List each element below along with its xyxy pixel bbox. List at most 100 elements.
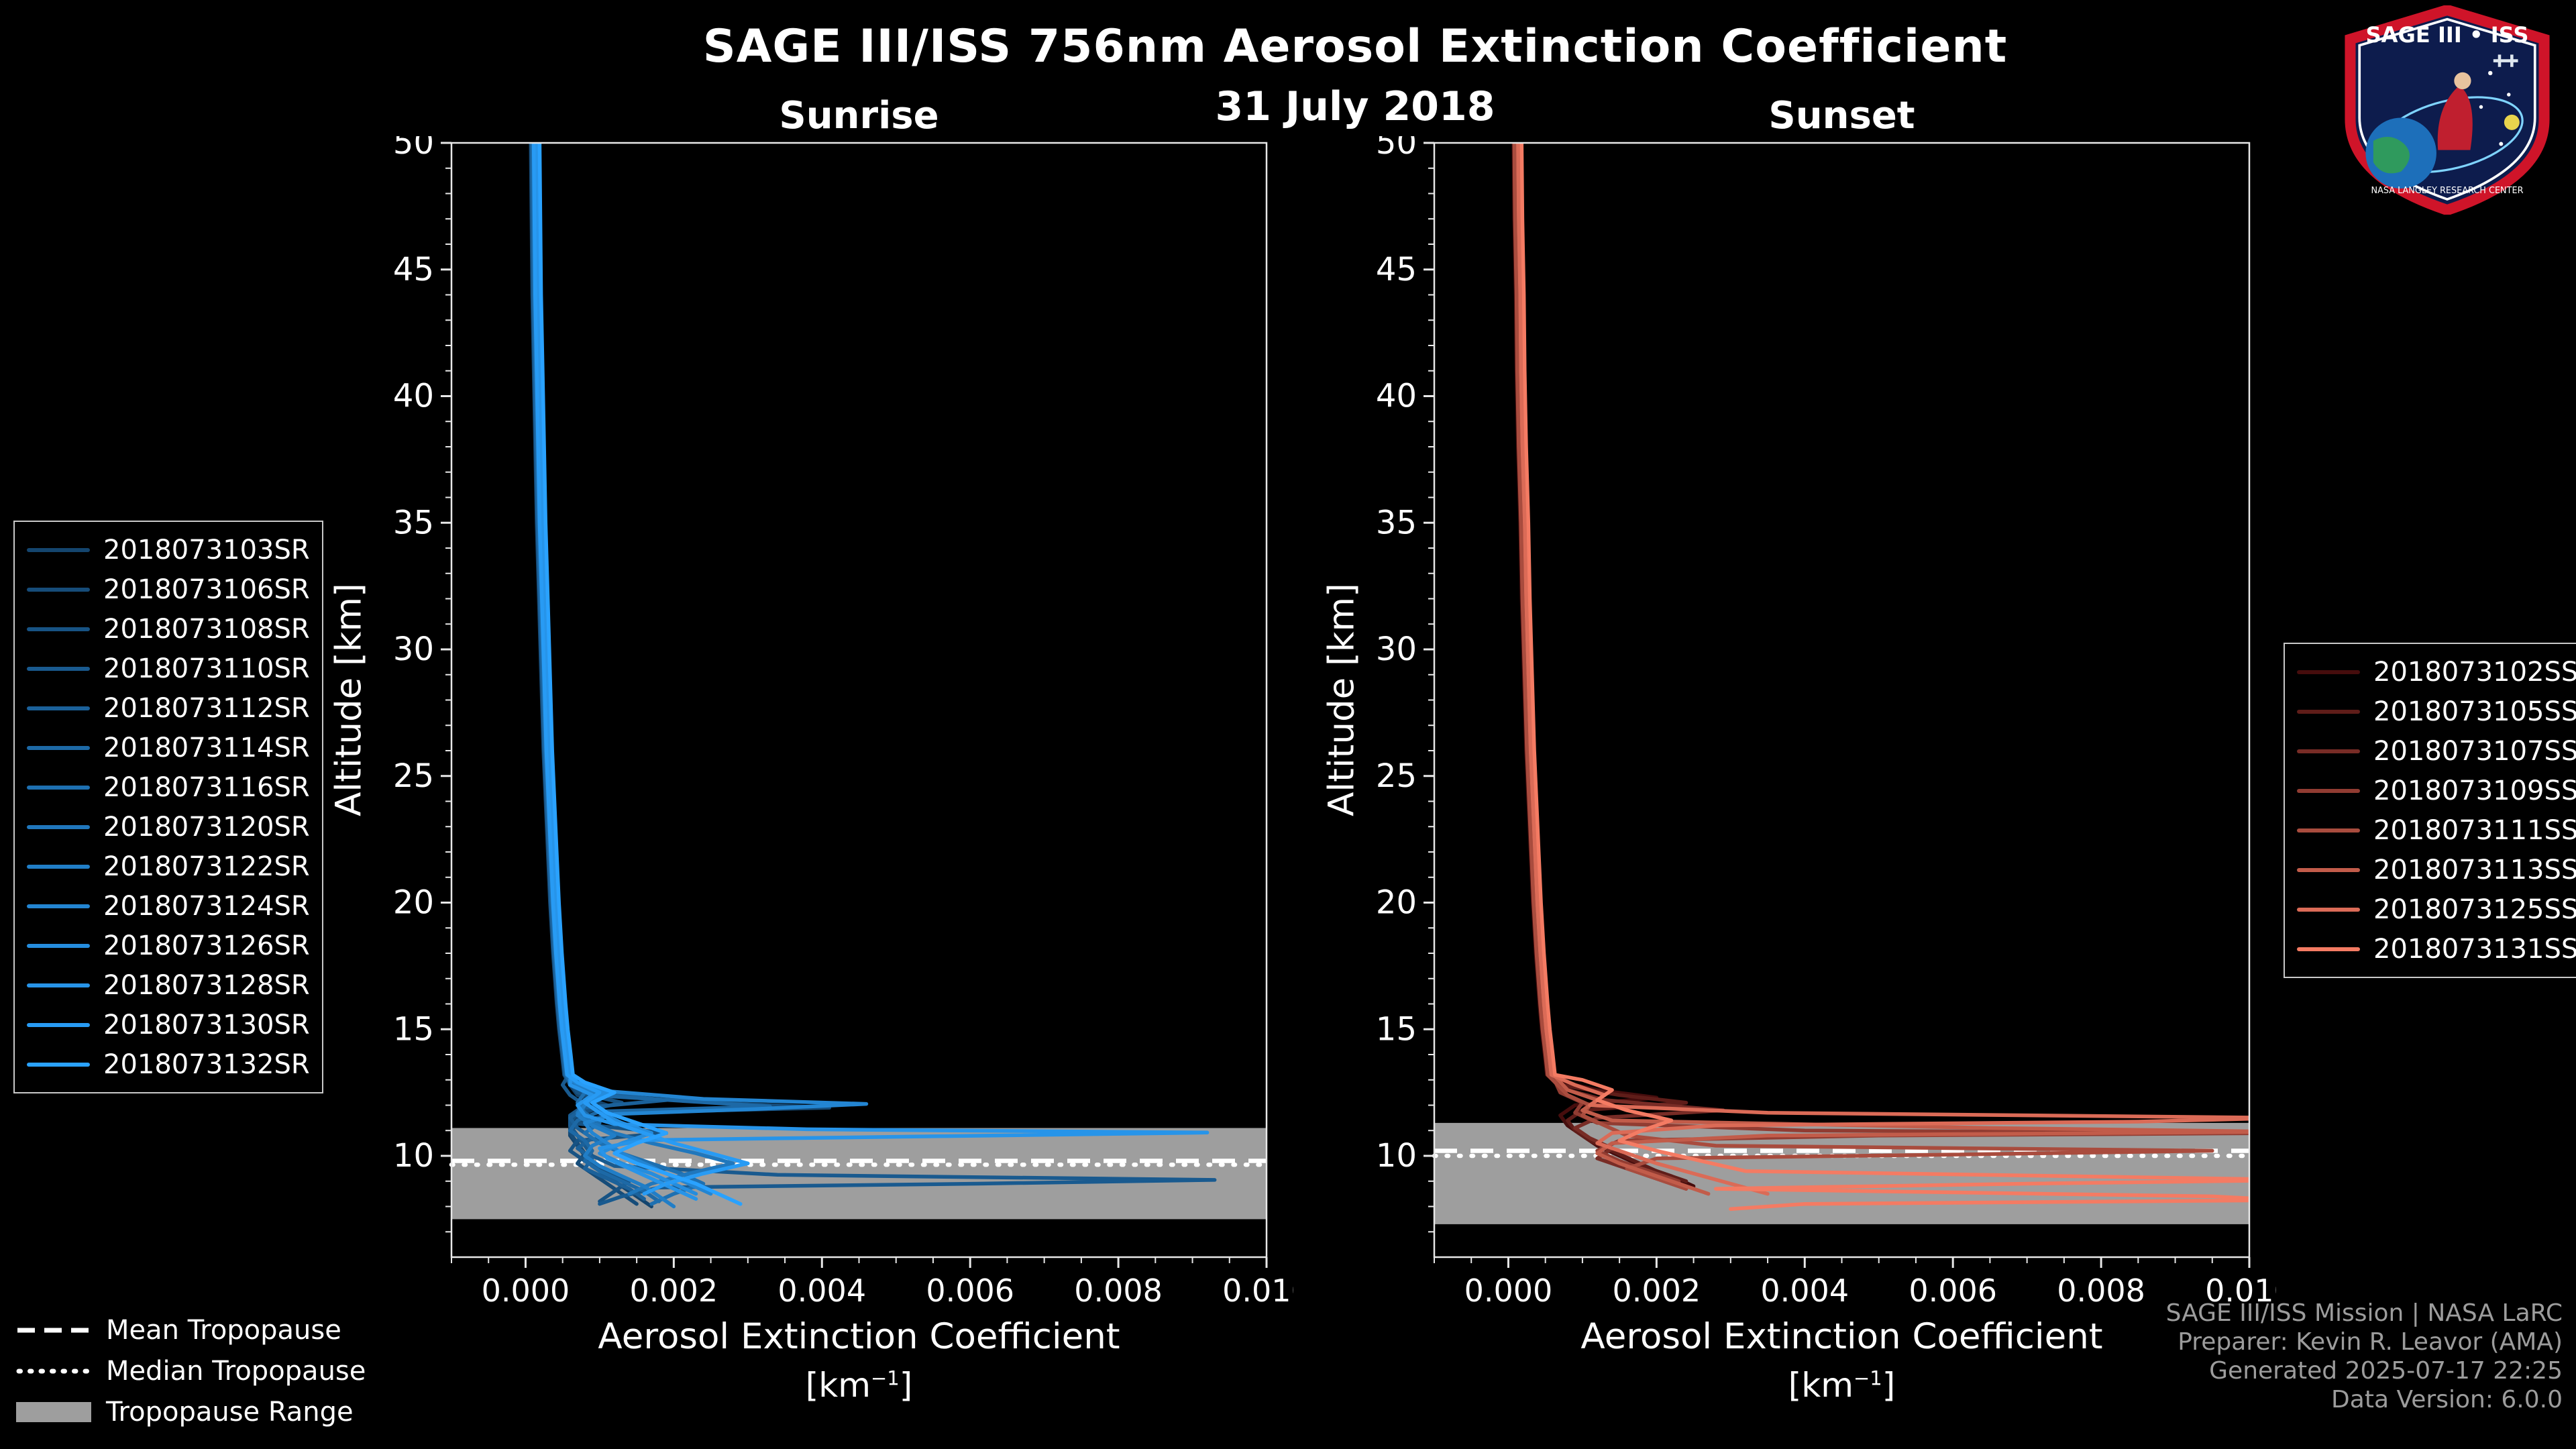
profile-line-2018073125SS (1516, 143, 2249, 1196)
x-tick-label: 0.000 (482, 1273, 570, 1309)
series-label: 2018073107SS (2373, 735, 2576, 767)
series-color-swatch (27, 864, 90, 869)
legend-item: 2018073105SS (2297, 692, 2576, 731)
series-color-swatch (2297, 669, 2360, 674)
attribution-block: SAGE III/ISS Mission | NASA LaRC Prepare… (2166, 1299, 2563, 1414)
sunrise-legend: 2018073103SR 2018073106SR 2018073108SR 2018… (13, 521, 323, 1093)
series-color-swatch (2297, 867, 2360, 872)
y-tick-label: 35 (393, 504, 434, 541)
legend-item: 2018073131SS (2297, 929, 2576, 969)
y-tick-label: 20 (1376, 884, 1417, 922)
series-label: 2018073120SR (103, 811, 310, 843)
series-label: 2018073128SR (103, 969, 310, 1001)
y-tick-label: 30 (1376, 631, 1417, 668)
plot-frame (1433, 142, 2251, 1258)
series-label: 2018073113SS (2373, 854, 2576, 885)
series-color-swatch (2297, 907, 2360, 912)
series-label: 2018073122SR (103, 851, 310, 882)
data-version: Data Version: 6.0.0 (2331, 1386, 2563, 1413)
generated-timestamp: Generated 2025-07-17 22:25 (2209, 1357, 2563, 1385)
series-color-swatch (27, 587, 90, 592)
x-tick-label: 0.000 (1464, 1273, 1553, 1309)
series-label: 2018073114SR (103, 732, 310, 763)
profile-line-2018073122SR (532, 143, 676, 1209)
series-color-swatch (2297, 788, 2360, 793)
y-tick-label: 20 (393, 884, 434, 922)
x-tick-label: 0.008 (2057, 1273, 2145, 1309)
mission-credit: SAGE III/ISS Mission | NASA LaRC (2165, 1299, 2563, 1327)
sunset-x-axis-label: Aerosol Extinction Coefficient (1580, 1316, 2103, 1357)
sunset-legend: 2018073102SS 2018073105SS 2018073107SS 2018… (2284, 643, 2576, 978)
profile-line-2018073102SS (1511, 143, 1696, 1189)
y-tick-label: 25 (1376, 757, 1417, 795)
series-label: 2018073109SS (2373, 775, 2576, 806)
sunset-plot: 0.000 0.002 0.004 0.006 0.008 0.010 10 15 20 25 30… (1376, 136, 2276, 1309)
profile-curves (1511, 143, 2249, 1212)
sunrise-x-axis-label: Aerosol Extinction Coefficient (598, 1316, 1120, 1357)
series-label: 2018073132SR (103, 1049, 310, 1080)
sage-iss-logo: SAGE III • ISS NASA LANGLEY RESEARCH CEN… (2339, 4, 2556, 216)
median-tropopause-legend-item: Median Tropopause (16, 1350, 366, 1391)
series-label: 2018073112SR (103, 692, 310, 724)
x-tick-label: 0.010 (2205, 1273, 2276, 1309)
legend-item: 2018073103SR (27, 530, 310, 570)
profile-line-2018073114SR (535, 143, 772, 1203)
legend-item: 2018073130SR (27, 1005, 310, 1044)
profile-line-2018073132SR (537, 143, 743, 1206)
x-tick-label: 0.006 (926, 1273, 1014, 1309)
series-color-swatch (27, 666, 90, 671)
x-tick-label: 0.010 (1222, 1273, 1293, 1309)
preparer-credit: Preparer: Kevin R. Leavor (AMA) (2178, 1328, 2563, 1356)
legend-item: 2018073125SS (2297, 890, 2576, 929)
gray-band-swatch (16, 1401, 91, 1422)
legend-item: 2018073122SR (27, 847, 310, 886)
y-tick-label: 45 (1376, 251, 1417, 288)
series-color-swatch (27, 547, 90, 552)
sunrise-plot: 0.000 0.002 0.004 0.006 0.008 0.010 10 15 20 25 30… (393, 136, 1293, 1309)
moon (2504, 114, 2520, 130)
series-label: 2018073131SS (2373, 933, 2576, 965)
sunset-legend-items: 2018073102SS 2018073105SS 2018073107SS 2018… (2297, 652, 2576, 969)
mean-tropopause-label: Mean Tropopause (106, 1314, 341, 1346)
tropopause-range-label: Tropopause Range (106, 1396, 354, 1428)
series-color-swatch (27, 745, 90, 750)
logo-subtitle: NASA LANGLEY RESEARCH CENTER (2371, 186, 2523, 196)
series-color-swatch (2297, 749, 2360, 753)
x-tick-label: 0.006 (1909, 1273, 1997, 1309)
legend-item: 2018073124SR (27, 886, 310, 926)
dashed-line-swatch (17, 1328, 90, 1332)
legend-item: 2018073102SS (2297, 652, 2576, 692)
legend-item: 2018073109SS (2297, 771, 2576, 810)
series-color-swatch (2297, 828, 2360, 833)
series-color-swatch (27, 1022, 90, 1027)
y-tick-label: 45 (393, 251, 434, 288)
series-label: 2018073102SS (2373, 656, 2576, 688)
profile-line-2018073111SS (1512, 143, 2214, 1191)
y-tick-label: 10 (1376, 1137, 1417, 1175)
date-subtitle: 31 July 2018 (1215, 83, 1495, 130)
y-tick-label: 15 (393, 1010, 434, 1048)
legend-item: 2018073106SR (27, 570, 310, 609)
x-tick-label: 0.004 (777, 1273, 866, 1309)
legend-item: 2018073116SR (27, 767, 310, 807)
y-tick-label: 30 (393, 631, 434, 668)
robed-figure (2437, 85, 2473, 150)
x-tick-label: 0.002 (630, 1273, 718, 1309)
mean-tropopause-legend-item: Mean Tropopause (16, 1309, 366, 1350)
sunset-panel-title: Sunset (1768, 94, 1915, 138)
series-label: 2018073105SS (2373, 696, 2576, 727)
series-color-swatch (27, 785, 90, 790)
profile-line-2018073108SR (531, 143, 669, 1203)
legend-item: 2018073114SR (27, 728, 310, 767)
series-label: 2018073108SR (103, 613, 310, 645)
series-label: 2018073106SR (103, 574, 310, 605)
y-tick-label: 25 (393, 757, 434, 795)
y-tick-label: 10 (393, 1137, 434, 1175)
legend-item: 2018073120SR (27, 807, 310, 847)
series-label: 2018073126SR (103, 930, 310, 961)
series-color-swatch (27, 904, 90, 908)
legend-item: 2018073128SR (27, 965, 310, 1005)
series-label: 2018073125SS (2373, 894, 2576, 925)
series-color-swatch (2297, 947, 2360, 951)
profile-line-2018073128SR (535, 143, 1210, 1201)
